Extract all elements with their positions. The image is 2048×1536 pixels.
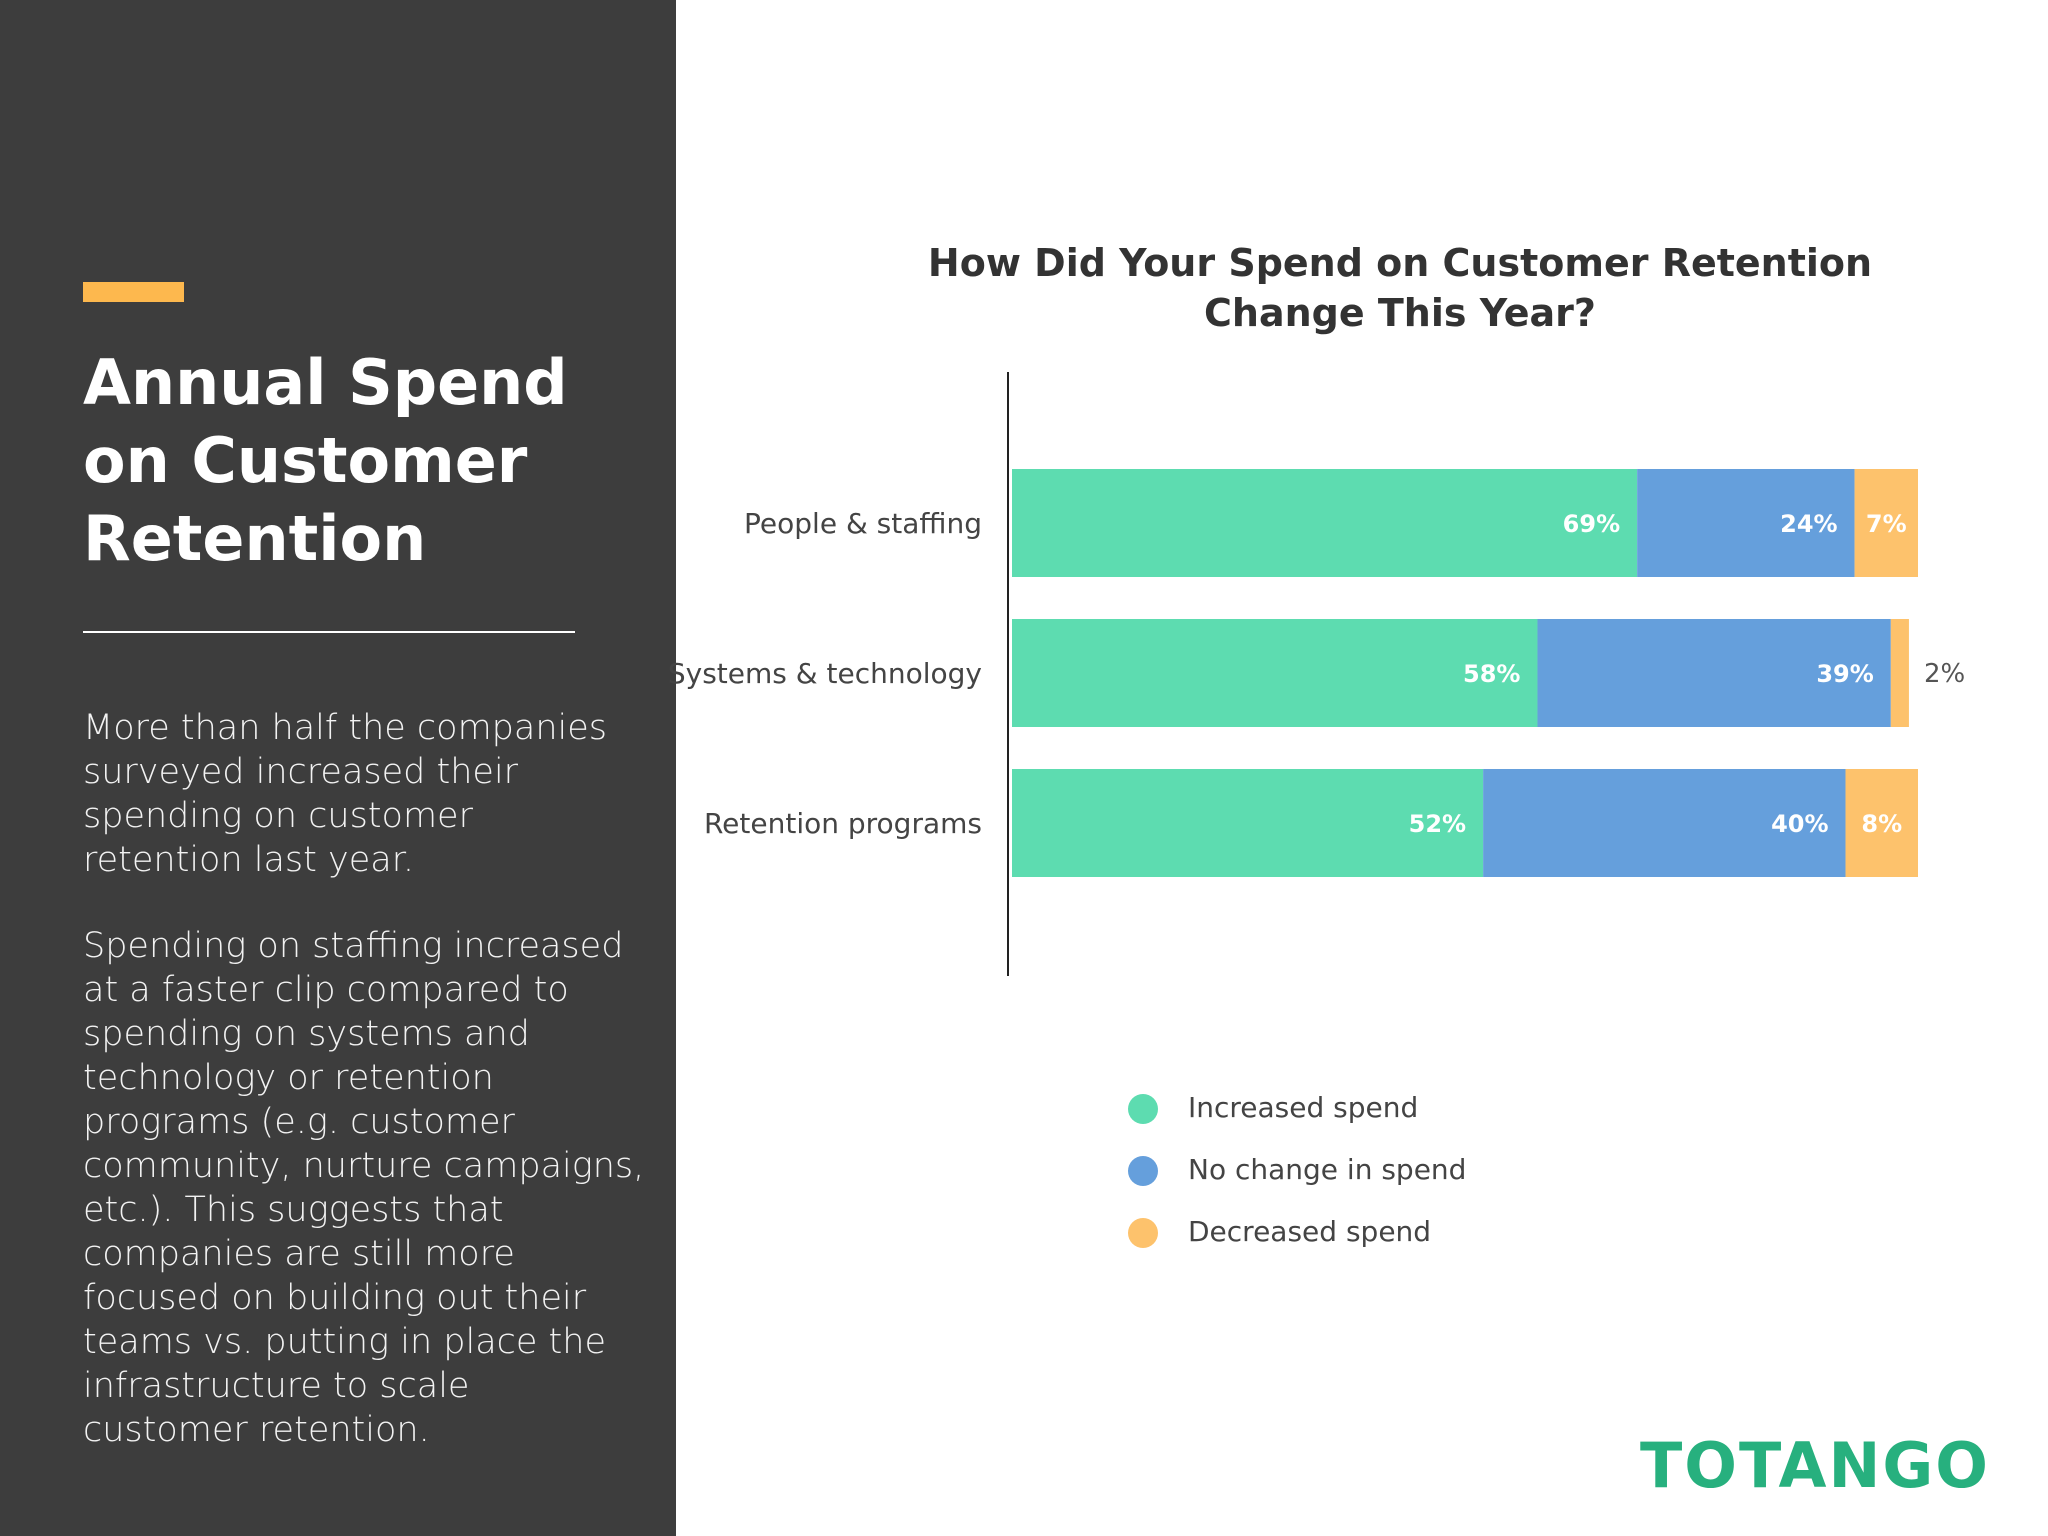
panel-divider <box>83 631 575 633</box>
data-label: 69% <box>1563 510 1620 538</box>
paragraph-line: focused on building out their <box>83 1278 587 1318</box>
bar-segment <box>1637 469 1855 577</box>
paragraph-line: More than half the companies <box>83 708 608 748</box>
paragraph-line: technology or retention <box>83 1058 494 1098</box>
panel-title-line: Annual Spend <box>83 346 568 419</box>
chart-title-line: How Did Your Spend on Customer Retention <box>927 241 1873 285</box>
left-panel: Annual Spend on Customer Retention More … <box>0 0 676 1536</box>
panel-title-line: on Customer <box>83 424 528 497</box>
paragraph-line: surveyed increased their <box>83 752 519 792</box>
data-label: 8% <box>1861 810 1902 838</box>
category-label: People & staffing <box>744 507 982 540</box>
legend-swatch <box>1128 1156 1158 1186</box>
panel-title-line: Retention <box>83 502 427 575</box>
panel-paragraph-2: Spending on staffing increased at a fast… <box>83 924 645 1452</box>
paragraph-line: community, nurture campaigns, <box>83 1146 645 1186</box>
paragraph-line: companies are still more <box>83 1234 515 1274</box>
legend-swatch <box>1128 1218 1158 1248</box>
panel-paragraph-1: More than half the companies surveyed in… <box>83 706 643 882</box>
paragraph-line: spending on systems and <box>83 1014 530 1054</box>
category-label: Retention programs <box>704 807 982 840</box>
data-label: 58% <box>1463 660 1520 688</box>
legend-swatch <box>1128 1094 1158 1124</box>
data-label: 2% <box>1924 659 1965 689</box>
paragraph-line: retention last year. <box>83 840 415 880</box>
bar-segment <box>1854 469 1918 577</box>
data-label: 24% <box>1780 510 1837 538</box>
paragraph-line: etc.). This suggests that <box>83 1190 504 1230</box>
chart-title: How Did Your Spend on Customer Retention… <box>900 238 1900 338</box>
panel-title: Annual Spend on Customer Retention <box>83 344 643 578</box>
bar-segment <box>1845 769 1918 877</box>
data-label: 7% <box>1866 510 1907 538</box>
paragraph-line: Spending on staffing increased <box>83 926 624 966</box>
paragraph-line: spending on customer <box>83 796 473 836</box>
bar-segment <box>1483 769 1846 877</box>
paragraph-line: programs (e.g. customer <box>83 1102 515 1142</box>
accent-bar <box>83 282 184 302</box>
paragraph-line: infrastructure to scale <box>83 1366 470 1406</box>
data-label: 52% <box>1409 810 1466 838</box>
legend-label: Increased spend <box>1188 1091 1419 1124</box>
paragraph-line: at a faster clip compared to <box>83 970 569 1010</box>
legend-label: No change in spend <box>1188 1153 1467 1186</box>
totango-logo: TOTANGO <box>1640 1429 1990 1502</box>
paragraph-line: customer retention. <box>83 1410 430 1450</box>
bar-segment <box>1012 619 1538 727</box>
bar-segment <box>1012 769 1484 877</box>
paragraph-line: teams vs. putting in place the <box>83 1322 607 1362</box>
category-label: Systems & technology <box>668 657 982 690</box>
bar-segment <box>1537 619 1891 727</box>
data-label: 39% <box>1816 660 1873 688</box>
chart-title-line: Change This Year? <box>1204 291 1596 335</box>
bar-segment <box>1890 619 1909 727</box>
data-label: 40% <box>1771 810 1828 838</box>
bar-segment <box>1012 469 1638 577</box>
legend-label: Decreased spend <box>1188 1215 1432 1248</box>
